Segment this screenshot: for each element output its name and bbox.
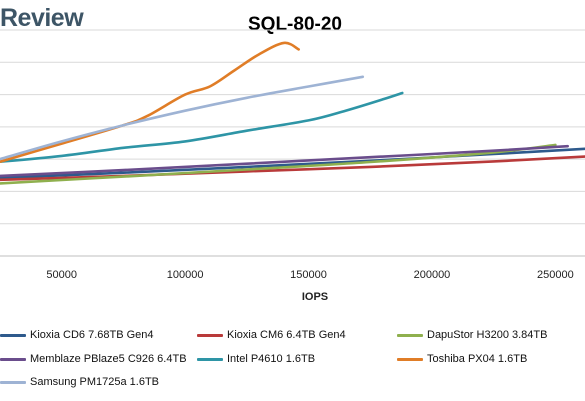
legend: Kioxia CD6 7.68TB Gen4 Kioxia CM6 6.4TB … <box>0 320 585 400</box>
gridlines <box>0 29 585 257</box>
legend-label-4: Intel P4610 1.6TB <box>227 353 316 365</box>
x-tick-label-3: 200000 <box>414 269 451 281</box>
legend-item-6: Samsung PM1725a 1.6TB <box>0 376 159 388</box>
legend-label-3: Memblaze PBlaze5 C926 6.4TB <box>30 353 187 365</box>
series-line-6 <box>0 75 365 161</box>
legend-item-2: DapuStor H3200 3.84TB <box>397 329 547 341</box>
legend-label-1: Kioxia CM6 6.4TB Gen4 <box>227 329 346 341</box>
legend-label-2: DapuStor H3200 3.84TB <box>427 329 548 341</box>
legend-swatch-5 <box>397 357 423 361</box>
series-layer <box>0 41 585 185</box>
brand-logo: Review <box>0 4 84 32</box>
legend-item-1: Kioxia CM6 6.4TB Gen4 <box>197 329 346 341</box>
legend-item-3: Memblaze PBlaze5 C926 6.4TB <box>0 353 187 365</box>
series-line-4 <box>0 91 404 163</box>
legend-label-5: Toshiba PX04 1.6TB <box>427 353 528 365</box>
x-tick-label-2: 150000 <box>290 269 327 281</box>
legend-swatch-3 <box>0 357 26 361</box>
legend-item-5: Toshiba PX04 1.6TB <box>397 353 527 365</box>
legend-swatch-2 <box>397 333 423 337</box>
chart-plot: 50000 100000 150000 200000 250000 <box>0 29 585 281</box>
x-tick-label-0: 50000 <box>46 269 77 281</box>
legend-swatch-1 <box>197 333 223 337</box>
x-tick-label-1: 100000 <box>167 269 204 281</box>
legend-label-6: Samsung PM1725a 1.6TB <box>30 376 160 388</box>
x-axis-ticks: 50000 100000 150000 200000 250000 <box>46 269 573 281</box>
legend-label-0: Kioxia CD6 7.68TB Gen4 <box>30 329 154 341</box>
legend-swatch-6 <box>0 380 26 384</box>
legend-swatch-0 <box>0 333 26 337</box>
x-tick-label-4: 250000 <box>537 269 574 281</box>
series-line-5 <box>0 41 300 163</box>
legend-swatch-4 <box>197 357 223 361</box>
legend-item-4: Intel P4610 1.6TB <box>197 353 315 365</box>
series-line-0 <box>0 147 585 180</box>
x-axis-label: IOPS <box>301 291 329 303</box>
legend-item-0: Kioxia CD6 7.68TB Gen4 <box>0 329 154 341</box>
series-line-2 <box>0 143 557 185</box>
series-line-3 <box>0 144 569 178</box>
